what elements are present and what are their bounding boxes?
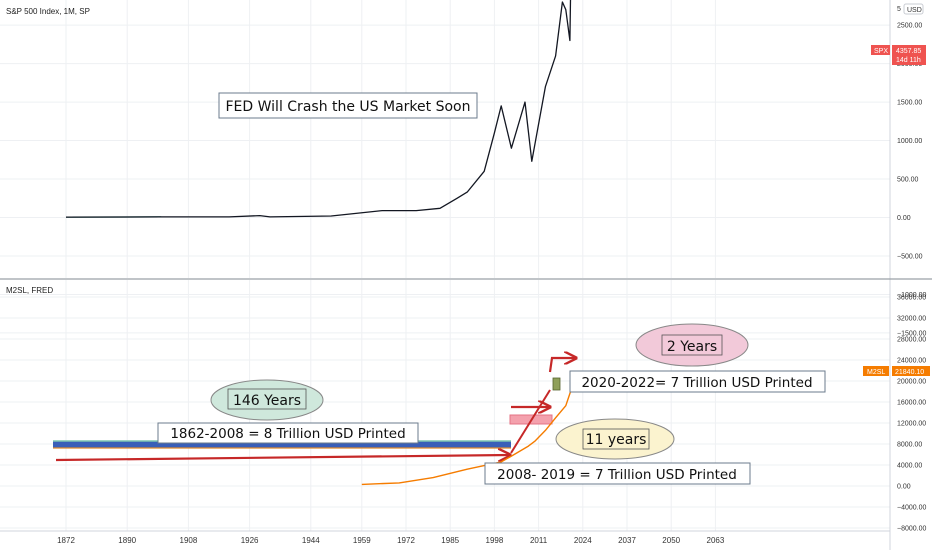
time-axis-tick-label: 1959	[353, 536, 371, 545]
m2sl-price-axis[interactable]: 36000.00 32000.00 28000.00 24000.00 20000.00…	[897, 295, 926, 533]
m2sl-y-tick-label: 0.00	[897, 484, 911, 491]
spx-pane-title[interactable]: S&P 500 Index, 1M, SP	[6, 7, 90, 16]
time-axis-tick-label: 1985	[441, 536, 459, 545]
m2sl-y-tick-label: 12000.00	[897, 421, 926, 428]
qe-print-text: 2008- 2019 = 7 Trillion USD Printed	[497, 467, 737, 483]
time-axis-tick-label: 2037	[618, 536, 636, 545]
m2sl-y-tick-label: 8000.00	[897, 442, 922, 449]
historic-print-callout[interactable]: 1862-2008 = 8 Trillion USD Printed	[157, 422, 419, 444]
time-axis-tick-label: 1998	[486, 536, 504, 545]
long-red-arrow[interactable]	[55, 455, 510, 460]
qe-print-callout[interactable]: 2008- 2019 = 7 Trillion USD Printed	[484, 462, 751, 485]
spx-countdown-text: 14d 11h	[896, 57, 921, 64]
price-axis-partial-label: 5	[897, 6, 901, 13]
m2sl-y-tick-label: −4000.00	[897, 505, 926, 512]
two-years-oval[interactable]: 2 Years	[635, 323, 749, 367]
fed-crash-callout-text: FED Will Crash the US Market Soon	[226, 99, 471, 115]
time-axis-tick-label: 1926	[241, 536, 259, 545]
146-years-text: 146 Years	[233, 393, 301, 409]
m2sl-y-tick-label: −8000.00	[897, 526, 926, 533]
m2sl-value-text: 21840.10	[895, 369, 924, 376]
time-axis-tick-label: 1908	[180, 536, 198, 545]
time-axis[interactable]: 1872 1890 1908 1926 1944 1959 1972 1985 1998 2011…	[57, 536, 725, 545]
m2sl-y-tick-label: 16000.00	[897, 400, 926, 407]
spx-y-tick-label: −1000.00	[897, 292, 926, 299]
m2sl-y-tick-label: 24000.00	[897, 358, 926, 365]
top-pane-grid	[0, 0, 890, 334]
time-axis-tick-label: 2063	[707, 536, 725, 545]
time-axis-tick-label: 2011	[530, 536, 548, 545]
spx-value-text: 4357.85	[896, 48, 921, 55]
covid-print-callout[interactable]: 2020-2022= 7 Trillion USD Printed	[569, 370, 826, 393]
m2sl-symbol-tag	[863, 366, 889, 376]
spx-series	[65, 0, 572, 218]
two-years-text: 2 Years	[667, 339, 717, 355]
time-axis-tick-label: 2024	[574, 536, 592, 545]
spx-y-tick-label: 1500.00	[897, 100, 922, 107]
m2sl-symbol-text: M2SL	[867, 369, 885, 376]
bottom-pane-grid	[0, 280, 890, 531]
m2sl-y-tick-label: 28000.00	[897, 337, 926, 344]
spx-price-label[interactable]: SPX 4357.85 14d 11h	[871, 45, 926, 65]
m2sl-y-tick-label: 36000.00	[897, 295, 926, 302]
green-highlight-box[interactable]	[552, 377, 561, 391]
spx-y-tick-label: 1000.00	[897, 138, 922, 145]
time-axis-tick-label: 1890	[118, 536, 136, 545]
m2sl-y-tick-label: 4000.00	[897, 463, 922, 470]
currency-label[interactable]: USD	[907, 7, 922, 14]
historic-print-text: 1862-2008 = 8 Trillion USD Printed	[170, 426, 405, 442]
m2sl-y-tick-label: 32000.00	[897, 316, 926, 323]
spx-symbol-tag	[871, 45, 890, 55]
m2sl-price-label[interactable]: M2SL 21840.10	[863, 366, 930, 376]
time-axis-tick-label: 1944	[302, 536, 320, 545]
spx-y-tick-label: 500.00	[897, 177, 919, 184]
11-years-text: 11 years	[586, 432, 647, 448]
time-axis-tick-label: 2050	[662, 536, 680, 545]
m2sl-pane-title[interactable]: M2SL, FRED	[6, 286, 53, 295]
spx-y-tick-label: 2500.00	[897, 23, 922, 30]
covid-print-text: 2020-2022= 7 Trillion USD Printed	[581, 375, 812, 391]
time-axis-tick-label: 1872	[57, 536, 75, 545]
11-years-oval[interactable]: 11 years	[555, 418, 675, 460]
currency-button[interactable]	[903, 3, 924, 15]
spx-symbol-text: SPX	[874, 48, 888, 55]
146-years-oval[interactable]: 146 Years	[210, 379, 324, 421]
fed-crash-callout[interactable]: FED Will Crash the US Market Soon	[218, 92, 478, 119]
spx-y-tick-label: 0.00	[897, 215, 911, 222]
time-axis-tick-label: 1972	[397, 536, 415, 545]
spx-y-tick-label: −500.00	[897, 253, 923, 260]
spx-y-tick-label: −1500.00	[897, 330, 926, 337]
blue-highlight-bar[interactable]	[53, 441, 511, 448]
spx-value-tag	[892, 45, 926, 65]
m2sl-value-tag	[892, 366, 930, 376]
m2sl-y-tick-label: 20000.00	[897, 379, 926, 386]
red-trend-line[interactable]	[510, 389, 551, 454]
top-red-arrow[interactable]	[548, 358, 576, 373]
spx-line	[65, 0, 572, 218]
